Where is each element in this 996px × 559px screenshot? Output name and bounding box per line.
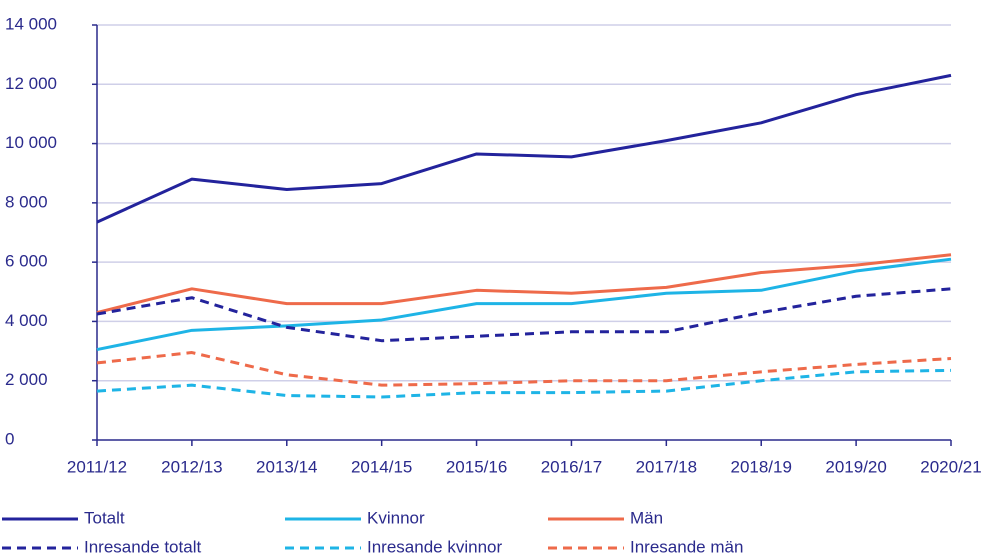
y-tick-label: 4 000 — [5, 311, 48, 330]
y-tick-label: 8 000 — [5, 192, 48, 211]
x-tick-label: 2016/17 — [541, 457, 602, 476]
y-tick-label: 12 000 — [5, 74, 57, 93]
legend-label: Totalt — [84, 508, 125, 527]
series-line — [96, 287, 952, 343]
legend-label: Kvinnor — [367, 508, 425, 527]
x-tick-label: 2012/13 — [161, 457, 222, 476]
series-line — [96, 253, 952, 314]
y-tick-label: 6 000 — [5, 252, 48, 271]
legend-label: Män — [630, 508, 663, 527]
x-tick-label: 2019/20 — [825, 457, 886, 476]
series-line — [96, 368, 952, 399]
series-line — [96, 257, 952, 352]
x-tick-label: 2013/14 — [256, 457, 317, 476]
x-tick-label: 2015/16 — [446, 457, 507, 476]
legend-label: Inresande totalt — [84, 537, 201, 556]
series-line — [96, 73, 952, 224]
x-tick-label: 2014/15 — [351, 457, 412, 476]
x-tick-label: 2020/21 — [920, 457, 981, 476]
y-tick-label: 2 000 — [5, 370, 48, 389]
legend-label: Inresande män — [630, 537, 743, 556]
legend-label: Inresande kvinnor — [367, 537, 502, 556]
x-tick-label: 2017/18 — [636, 457, 697, 476]
y-tick-label: 0 — [5, 429, 14, 448]
y-tick-label: 14 000 — [5, 14, 57, 33]
x-tick-label: 2011/12 — [67, 457, 127, 476]
y-tick-label: 10 000 — [5, 133, 57, 152]
x-tick-label: 2018/19 — [730, 457, 791, 476]
